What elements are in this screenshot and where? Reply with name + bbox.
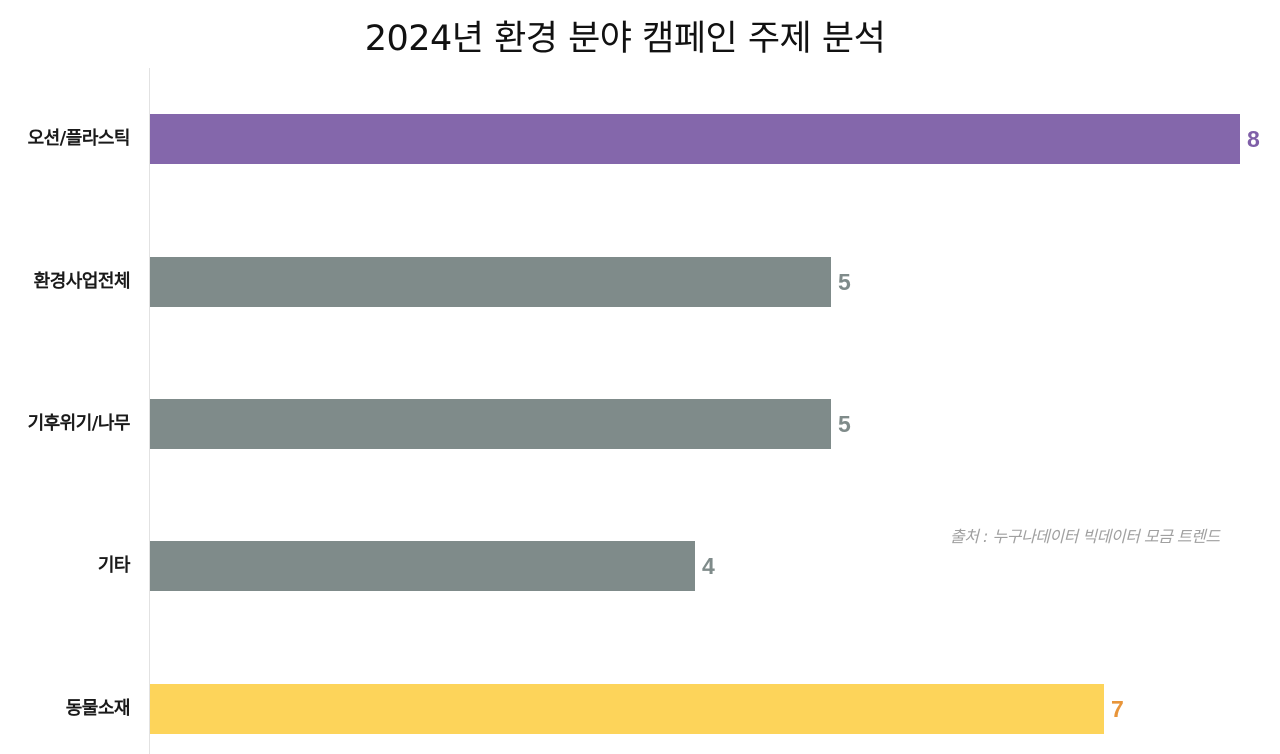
chart-title: 2024년 환경 분야 캠페인 주제 분석 [364,19,886,59]
bar [150,399,831,449]
category-label: 동물소재 [65,698,131,719]
value-label: 5 [838,411,851,437]
value-label: 5 [838,269,851,295]
value-label: 4 [702,553,715,579]
y-axis-line [149,68,150,754]
bar-row: 환경사업전체 5 [0,257,1280,307]
bar [150,114,1240,164]
bar [150,257,831,307]
category-label: 기후위기/나무 [27,413,131,434]
bar-row: 동물소재 7 [0,684,1280,734]
bar [150,684,1104,734]
bar-row: 기후위기/나무 5 [0,399,1280,449]
category-label: 환경사업전체 [33,271,131,292]
value-label: 7 [1111,696,1124,722]
bar-row: 기타 4 [0,541,1280,591]
category-label: 기타 [97,555,131,576]
bar [150,541,695,591]
category-label: 오션/플라스틱 [27,128,131,149]
value-label: 8 [1247,126,1260,152]
bar-row: 오션/플라스틱 8 [0,114,1280,164]
source-annotation: 출처 : 누구나데이터 빅데이터 모금 트렌드 [950,527,1220,546]
